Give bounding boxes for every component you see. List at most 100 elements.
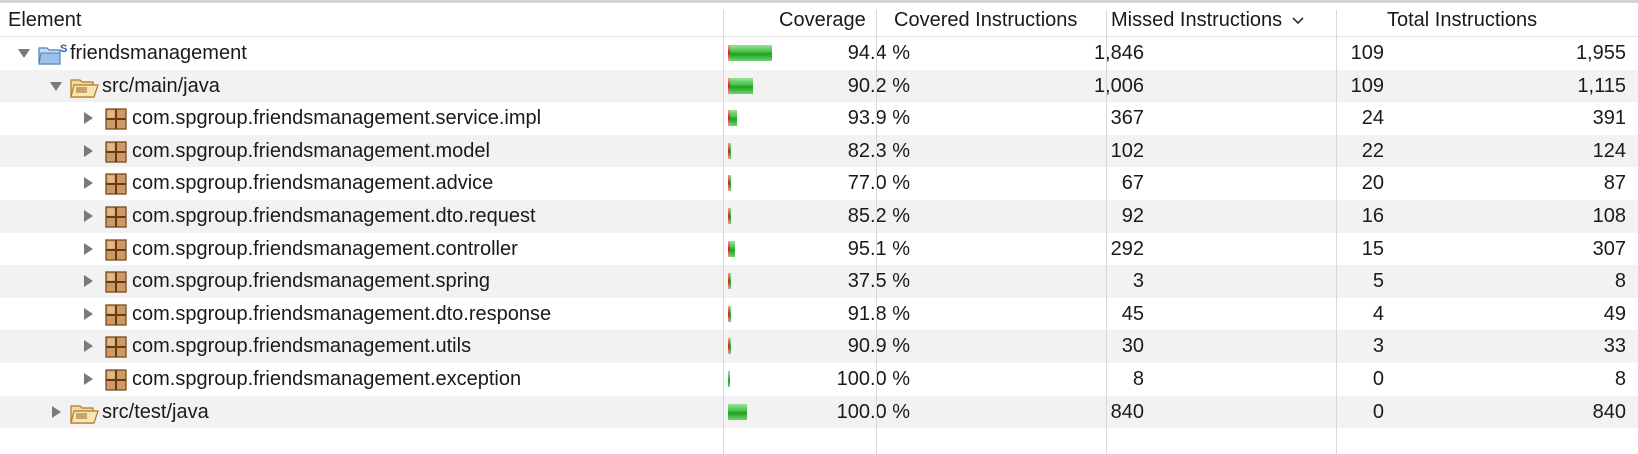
missed-instructions-value: 0 bbox=[1372, 367, 1384, 390]
column-gridline bbox=[1336, 10, 1337, 454]
table-row[interactable]: com.spgroup.friendsmanagement.exception 1… bbox=[0, 363, 1638, 396]
table-row[interactable]: com.spgroup.friendsmanagement.dto.reques… bbox=[0, 199, 1638, 233]
coverage-percent: 90.9 % bbox=[847, 335, 910, 358]
covered-bar-segment bbox=[730, 338, 731, 355]
coverage-bar bbox=[728, 370, 730, 387]
missed-bar-segment bbox=[728, 273, 730, 290]
collapsed-arrow-icon[interactable] bbox=[80, 330, 96, 362]
total-instructions-value: 124 bbox=[1592, 139, 1626, 162]
column-header-element[interactable]: Element bbox=[8, 9, 82, 31]
package-icon bbox=[104, 205, 128, 228]
missed-instructions-value: 16 bbox=[1361, 204, 1384, 227]
covered-bar-segment bbox=[728, 370, 730, 387]
package-icon bbox=[104, 107, 128, 130]
coverage-bar bbox=[728, 403, 747, 420]
missed-bar-segment bbox=[728, 175, 730, 192]
missed-instructions-value: 3 bbox=[1372, 335, 1384, 358]
table-row[interactable]: com.spgroup.friendsmanagement.spring 37.5… bbox=[0, 265, 1638, 298]
covered-instructions-value: 1,846 bbox=[1093, 42, 1144, 64]
collapsed-arrow-icon[interactable] bbox=[80, 298, 96, 330]
covered-instructions-value: 45 bbox=[1121, 302, 1144, 325]
element-name: src/main/java bbox=[102, 74, 220, 97]
covered-bar-segment bbox=[730, 175, 731, 192]
table-header: Element Coverage Covered Instructions Mi… bbox=[0, 4, 1638, 36]
missed-instructions-value: 4 bbox=[1372, 302, 1384, 325]
expanded-arrow-icon[interactable] bbox=[16, 37, 32, 69]
covered-instructions-value: 30 bbox=[1121, 335, 1144, 358]
column-header-missed-instructions[interactable]: Missed Instructions bbox=[1111, 4, 1305, 36]
total-instructions-value: 49 bbox=[1603, 302, 1626, 325]
covered-bar-segment bbox=[730, 207, 731, 224]
coverage-percent: 94.4 % bbox=[847, 42, 910, 64]
missed-bar-segment bbox=[728, 45, 730, 61]
covered-bar-segment bbox=[730, 45, 772, 61]
expanded-arrow-icon[interactable] bbox=[48, 70, 64, 102]
covered-instructions-value: 102 bbox=[1110, 139, 1144, 162]
package-icon bbox=[104, 172, 128, 196]
column-gridline bbox=[876, 10, 877, 454]
chevron-down-icon bbox=[1292, 17, 1304, 24]
table-row[interactable]: com.spgroup.friendsmanagement.dto.respon… bbox=[0, 298, 1638, 331]
coverage-bar bbox=[728, 142, 731, 159]
coverage-percent: 82.3 % bbox=[847, 139, 910, 162]
column-gridline bbox=[723, 10, 724, 454]
covered-instructions-value: 367 bbox=[1110, 107, 1144, 130]
coverage-bar bbox=[728, 338, 731, 355]
covered-bar-segment bbox=[730, 240, 735, 257]
table-row[interactable]: com.spgroup.friendsmanagement.controller… bbox=[0, 233, 1638, 266]
coverage-bar bbox=[728, 305, 731, 322]
total-instructions-value: 8 bbox=[1614, 270, 1626, 293]
element-name: friendsmanagement bbox=[70, 42, 247, 64]
missed-instructions-value: 0 bbox=[1372, 400, 1384, 423]
table-row[interactable]: com.spgroup.friendsmanagement.service.im… bbox=[0, 102, 1638, 135]
missed-instructions-value: 24 bbox=[1361, 107, 1384, 130]
missed-instructions-value: 22 bbox=[1361, 139, 1384, 162]
source-folder-icon bbox=[70, 401, 99, 424]
table-row[interactable]: src/test/java 100.0 % 840 0 840 bbox=[0, 395, 1638, 429]
covered-bar-segment bbox=[730, 273, 731, 290]
collapsed-arrow-icon[interactable] bbox=[80, 135, 96, 167]
covered-instructions-value: 67 bbox=[1121, 172, 1144, 195]
collapsed-arrow-icon[interactable] bbox=[48, 396, 64, 428]
package-icon bbox=[104, 303, 128, 326]
column-header-coverage[interactable]: Coverage bbox=[779, 9, 866, 31]
missed-bar-segment bbox=[728, 338, 730, 355]
coverage-bar bbox=[728, 273, 731, 290]
collapsed-arrow-icon[interactable] bbox=[80, 167, 96, 199]
column-header-total-instructions[interactable]: Total Instructions bbox=[1387, 9, 1538, 31]
total-instructions-value: 307 bbox=[1592, 237, 1626, 260]
table-row[interactable]: com.spgroup.friendsmanagement.advice 77.0… bbox=[0, 167, 1638, 200]
package-icon bbox=[104, 238, 128, 261]
header-border bbox=[0, 36, 1638, 37]
element-name: com.spgroup.friendsmanagement.dto.reques… bbox=[132, 204, 536, 227]
table-row[interactable]: com.spgroup.friendsmanagement.model 82.3 … bbox=[0, 134, 1638, 168]
collapsed-arrow-icon[interactable] bbox=[80, 363, 96, 395]
collapsed-arrow-icon[interactable] bbox=[80, 233, 96, 265]
package-icon bbox=[104, 140, 128, 163]
missed-instructions-value: 15 bbox=[1361, 237, 1384, 260]
missed-bar-segment bbox=[728, 305, 730, 322]
column-header-covered-instructions[interactable]: Covered Instructions bbox=[894, 9, 1078, 31]
collapsed-arrow-icon[interactable] bbox=[80, 102, 96, 134]
coverage-percent: 100.0 % bbox=[836, 400, 910, 423]
table-row[interactable]: com.spgroup.friendsmanagement.utils 90.9 … bbox=[0, 330, 1638, 363]
covered-instructions-value: 3 bbox=[1132, 270, 1144, 293]
total-instructions-value: 1,955 bbox=[1575, 42, 1626, 64]
package-icon bbox=[104, 368, 128, 391]
collapsed-arrow-icon[interactable] bbox=[80, 200, 96, 232]
coverage-bar bbox=[728, 207, 731, 224]
svg-text:S: S bbox=[60, 43, 67, 55]
covered-instructions-value: 840 bbox=[1110, 400, 1144, 423]
total-instructions-value: 391 bbox=[1592, 107, 1626, 130]
table-row[interactable]: src/main/java 90.2 % 1,006 109 1,115 bbox=[0, 69, 1638, 103]
total-instructions-value: 33 bbox=[1603, 335, 1626, 358]
element-name: com.spgroup.friendsmanagement.controller bbox=[132, 237, 518, 260]
covered-instructions-value: 8 bbox=[1132, 367, 1144, 390]
collapsed-arrow-icon[interactable] bbox=[80, 265, 96, 297]
missed-instructions-value: 109 bbox=[1350, 74, 1384, 97]
coverage-percent: 90.2 % bbox=[847, 74, 910, 97]
missed-bar-segment bbox=[728, 110, 730, 127]
package-icon bbox=[104, 335, 128, 358]
